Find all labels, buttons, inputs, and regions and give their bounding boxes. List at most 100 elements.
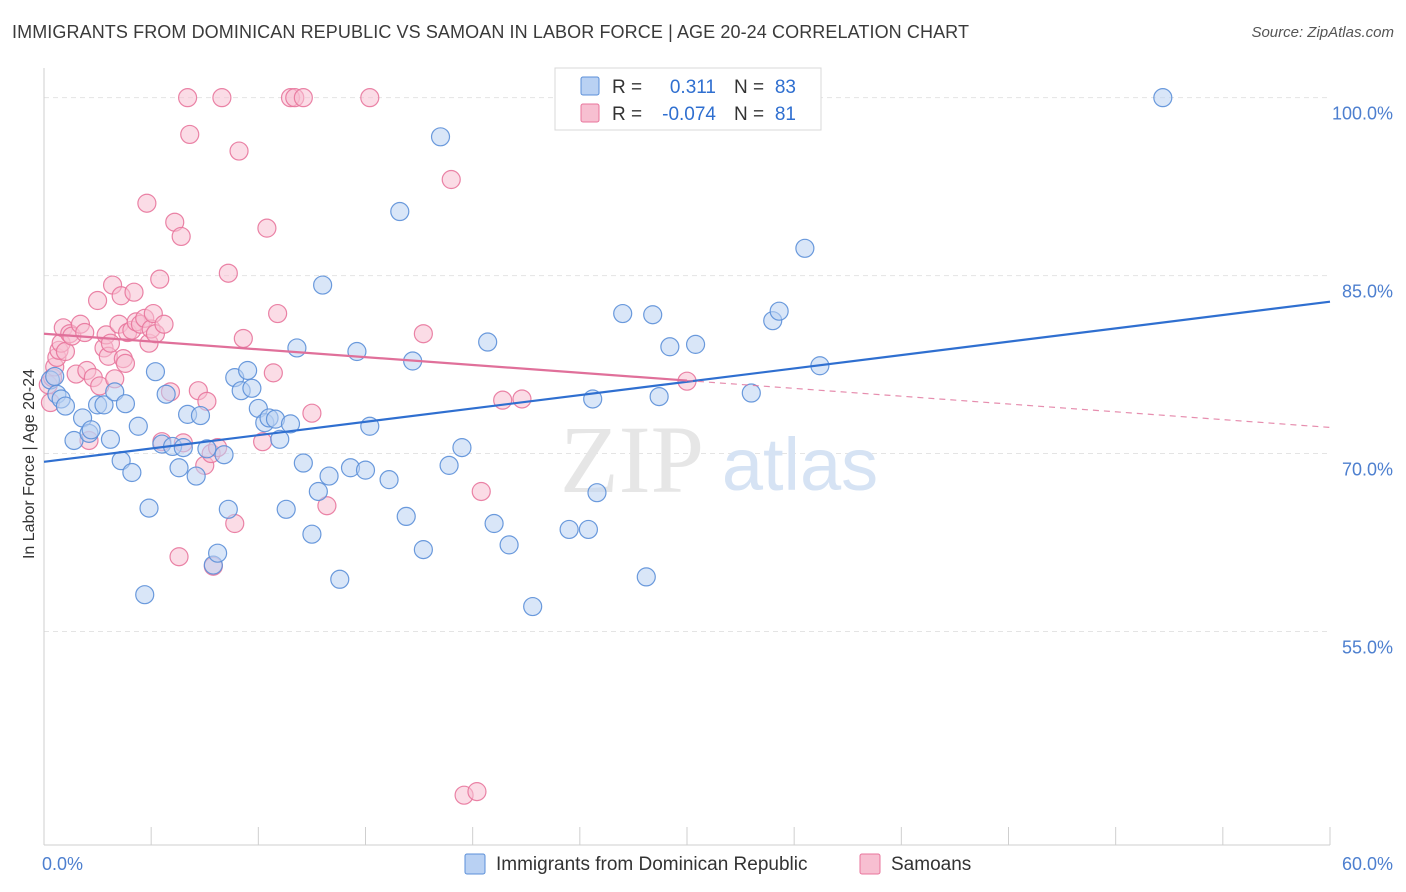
dominican-point xyxy=(413,540,433,560)
y-axis-label: In Labor Force | Age 20-24 xyxy=(21,369,38,559)
legend-r-label-2: R = xyxy=(612,104,642,125)
dominican-point xyxy=(169,458,189,478)
x-tick-label-0: 0.0% xyxy=(42,854,83,874)
dominican-point xyxy=(135,585,155,605)
samoans-point xyxy=(87,290,108,311)
dominican-point xyxy=(1153,88,1173,108)
dominican-point xyxy=(499,535,519,555)
dominican-point xyxy=(390,201,410,222)
samoans-point xyxy=(471,481,491,502)
dominican-point xyxy=(379,470,399,490)
y-tick-label-0: 100.0% xyxy=(1332,104,1393,124)
x-tick-label-1: 60.0% xyxy=(1342,854,1393,874)
dominican-point xyxy=(660,337,680,357)
dominican-point xyxy=(45,366,65,387)
legend-n-label-2: N = xyxy=(734,104,764,125)
dominican-point xyxy=(308,481,328,502)
dominican-point xyxy=(452,438,472,458)
dominican-point xyxy=(173,438,193,458)
samoans-point xyxy=(413,324,433,344)
trend-line-dominican xyxy=(43,300,1331,463)
dominican-point xyxy=(741,383,761,403)
dominican-point xyxy=(396,506,416,527)
samoans-point xyxy=(178,88,198,108)
source-label: Source: ZipAtlas.com xyxy=(1251,24,1394,41)
dominican-point xyxy=(94,395,114,415)
dominican-point xyxy=(197,439,217,459)
watermark-atlas: atlas xyxy=(722,423,878,506)
dominican-point xyxy=(319,466,339,486)
dominican-point xyxy=(578,519,599,540)
dominican-point xyxy=(287,338,307,358)
dominican-point xyxy=(214,445,234,465)
dominican-point xyxy=(280,414,301,434)
samoans-point xyxy=(268,303,288,324)
dominican-point xyxy=(218,499,238,519)
legend-n-label-1: N = xyxy=(734,77,764,98)
dominican-point xyxy=(439,455,459,475)
dominican-point xyxy=(100,429,121,449)
grid-lines xyxy=(44,97,1330,632)
correlation-legend: R = 0.311 N = 83 R = -0.074 N = 81 xyxy=(554,67,822,131)
samoans-point xyxy=(441,169,461,190)
samoans-point xyxy=(124,282,144,302)
watermark-zip: ZIP xyxy=(560,406,704,513)
samoans-point xyxy=(233,328,253,349)
dominican-point xyxy=(478,332,498,352)
dominican-point xyxy=(302,524,322,544)
samoans-point xyxy=(229,141,249,161)
y-tick-labels: 100.0% 85.0% 70.0% 55.0% xyxy=(1332,104,1393,658)
dominican-point xyxy=(355,460,376,480)
samoans-point xyxy=(360,88,380,108)
dominican-point xyxy=(238,360,258,381)
chart-title: IMMIGRANTS FROM DOMINICAN REPUBLIC VS SA… xyxy=(12,22,970,42)
samoans-point xyxy=(257,218,277,238)
dominican-point xyxy=(313,275,333,295)
series-label-dominican: Immigrants from Dominican Republic xyxy=(496,854,808,875)
dominican-point xyxy=(559,519,579,540)
dominican-point xyxy=(769,301,789,321)
dominican-point xyxy=(55,396,76,416)
series-legend: Immigrants from Dominican Republic Samoa… xyxy=(464,853,971,875)
dominican-point xyxy=(190,405,211,426)
dominican-point xyxy=(330,569,350,589)
dominican-point xyxy=(242,378,262,398)
dominican-points xyxy=(40,88,1173,617)
x-tick-labels: 0.0% 60.0% xyxy=(42,854,1393,874)
samoans-point xyxy=(115,353,136,373)
axes xyxy=(43,68,1331,846)
dominican-point xyxy=(139,498,159,518)
dominican-point xyxy=(795,238,815,258)
dominican-point xyxy=(105,382,125,402)
series-swatch-dominican xyxy=(464,853,486,875)
dominican-point xyxy=(270,429,290,449)
dominican-point xyxy=(430,127,451,147)
dominican-point xyxy=(128,416,148,436)
legend-r-value-1: 0.311 xyxy=(670,77,716,98)
dominican-point xyxy=(523,596,543,617)
dominican-point xyxy=(145,362,166,382)
dominican-point xyxy=(484,513,504,534)
dominican-point xyxy=(685,334,706,354)
legend-n-value-2: 81 xyxy=(775,104,796,125)
dominican-point xyxy=(276,499,296,519)
dominican-point xyxy=(122,462,142,483)
dominican-point xyxy=(613,303,633,324)
y-tick-label-2: 70.0% xyxy=(1342,460,1393,480)
samoans-point xyxy=(263,363,283,383)
legend-n-value-1: 83 xyxy=(775,77,796,98)
samoans-point xyxy=(467,782,487,802)
trend-line-samoans xyxy=(43,332,688,382)
dominican-point xyxy=(587,483,607,503)
y-tick-label-3: 55.0% xyxy=(1342,637,1393,657)
dominican-point xyxy=(156,384,176,404)
dominican-point xyxy=(81,420,101,440)
trend-lines xyxy=(43,300,1331,463)
samoans-point xyxy=(169,547,189,567)
legend-swatch-blue xyxy=(580,76,600,96)
samoans-point xyxy=(137,193,157,213)
samoans-point xyxy=(212,88,232,108)
dominican-point xyxy=(649,386,669,407)
samoans-point xyxy=(75,322,95,343)
